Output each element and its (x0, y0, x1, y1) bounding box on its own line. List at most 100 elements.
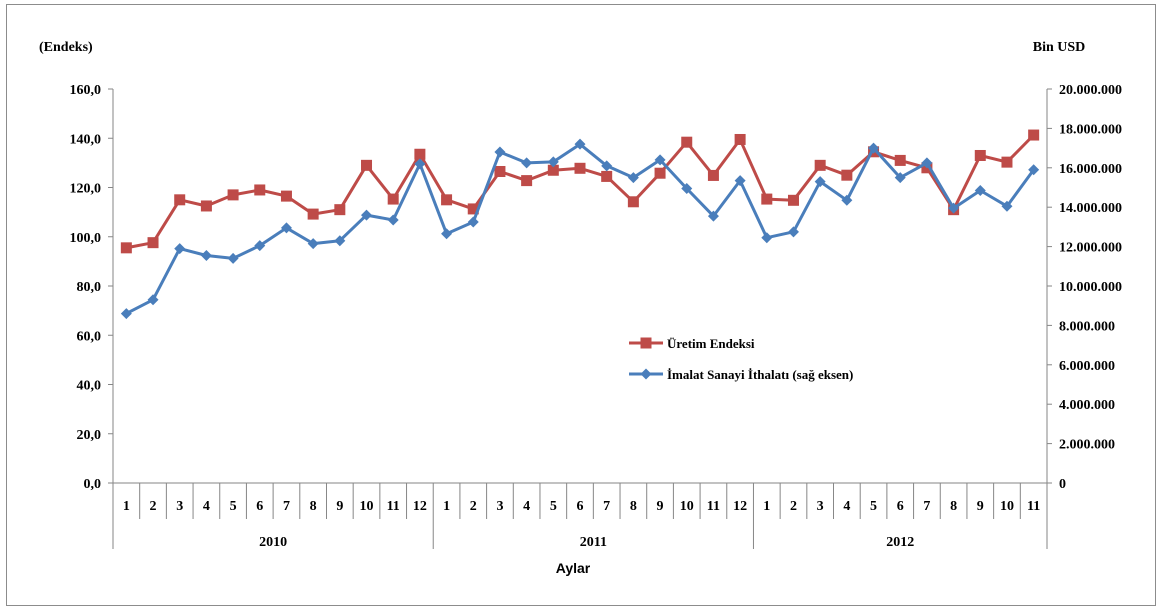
data-point-ithalat (1001, 200, 1013, 212)
data-point-ithalat (254, 240, 266, 252)
data-point-ithalat (387, 214, 399, 226)
right-tick-label: 12.000.000 (1059, 241, 1122, 256)
data-point-ithalat (868, 142, 880, 154)
data-point-uretim (601, 170, 613, 182)
month-label: 7 (603, 499, 610, 514)
data-point-ithalat (441, 228, 453, 240)
data-point-ithalat (681, 182, 693, 194)
data-point-ithalat (574, 138, 586, 150)
data-point-uretim (414, 148, 426, 160)
legend-label-ithalat: İmalat Sanayi İthalatı (sağ eksen) (667, 367, 853, 382)
month-label: 6 (577, 499, 584, 514)
series-layer (120, 129, 1040, 320)
data-point-ithalat (361, 209, 373, 221)
month-label: 3 (176, 499, 183, 514)
data-point-uretim (467, 203, 479, 215)
data-point-ithalat (280, 222, 292, 234)
data-point-ithalat (334, 235, 346, 247)
data-point-uretim (894, 154, 906, 166)
left-tick-label: 100,0 (70, 231, 102, 246)
data-point-uretim (654, 167, 666, 179)
data-point-ithalat (467, 216, 479, 228)
data-point-ithalat (1028, 164, 1040, 176)
month-label: 12 (733, 499, 747, 514)
right-axis-title: Bin USD (1033, 40, 1086, 55)
month-label: 8 (950, 499, 957, 514)
month-label: 1 (443, 499, 450, 514)
data-point-uretim (334, 204, 346, 216)
data-point-uretim (254, 184, 266, 196)
month-label: 2 (150, 499, 157, 514)
right-tick-label: 10.000.000 (1059, 280, 1122, 295)
legend-item-uretim: Üretim Endeksi (629, 336, 755, 351)
data-point-uretim (1028, 129, 1040, 141)
month-label: 4 (843, 499, 850, 514)
data-point-ithalat (547, 156, 559, 168)
chart-svg: (Endeks) Bin USD Aylar 0,020,040,060,080… (39, 40, 1122, 576)
data-point-uretim (547, 164, 559, 176)
left-tick-label: 140,0 (70, 132, 102, 147)
data-point-ithalat (601, 160, 613, 172)
data-point-ithalat (894, 172, 906, 184)
month-label: 10 (1000, 499, 1014, 514)
month-label: 3 (496, 499, 503, 514)
month-label: 2 (790, 499, 797, 514)
data-point-ithalat (227, 252, 239, 264)
month-label: 2 (470, 499, 477, 514)
month-label: 11 (1027, 499, 1040, 514)
month-label: 8 (310, 499, 317, 514)
data-point-ithalat (787, 226, 799, 238)
chart-frame: (Endeks) Bin USD Aylar 0,0 20,0 40,0 60,0 80… (6, 4, 1156, 606)
data-point-ithalat (521, 157, 533, 169)
month-label: 4 (203, 499, 210, 514)
right-tick-label: 6.000.000 (1059, 359, 1115, 374)
month-label: 5 (870, 499, 877, 514)
right-tick-label: 14.000.000 (1059, 201, 1122, 216)
data-point-uretim (227, 189, 239, 201)
right-tick-label: 20.000.000 (1059, 83, 1122, 98)
data-point-ithalat (948, 202, 960, 214)
right-tick-label: 8.000.000 (1059, 319, 1115, 334)
data-point-uretim (814, 159, 826, 171)
data-point-uretim (147, 237, 159, 249)
data-point-uretim (627, 196, 639, 208)
data-point-uretim (841, 169, 853, 181)
data-point-ithalat (307, 238, 319, 250)
month-label: 3 (817, 499, 824, 514)
data-point-uretim (787, 194, 799, 206)
data-point-ithalat (921, 157, 933, 169)
left-tick-label: 120,0 (70, 182, 102, 197)
data-point-uretim (521, 175, 533, 187)
month-label: 6 (256, 499, 263, 514)
left-tick-label: 60,0 (77, 329, 102, 344)
data-point-uretim (707, 169, 719, 181)
data-point-ithalat (841, 194, 853, 206)
data-point-uretim (761, 193, 773, 205)
data-point-ithalat (147, 294, 159, 306)
left-tick-label: 80,0 (77, 280, 102, 295)
data-point-uretim (174, 194, 186, 206)
month-label: 1 (123, 499, 130, 514)
data-point-uretim (574, 162, 586, 174)
data-point-ithalat (654, 154, 666, 166)
data-point-ithalat (120, 308, 132, 320)
data-point-ithalat (761, 232, 773, 244)
data-point-ithalat (414, 158, 426, 170)
data-point-ithalat (707, 210, 719, 222)
right-tick-label: 0 (1059, 477, 1066, 492)
data-point-ithalat (814, 176, 826, 188)
month-label: 1 (763, 499, 770, 514)
legend: Üretim Endeksi İmalat Sanayi İthalatı (s… (629, 336, 853, 382)
left-tick-label: 160,0 (70, 83, 102, 98)
month-label: 12 (413, 499, 427, 514)
data-point-uretim (120, 242, 132, 254)
data-point-ithalat (200, 249, 212, 261)
month-label: 8 (630, 499, 637, 514)
month-label: 6 (897, 499, 904, 514)
year-label: 2012 (886, 535, 914, 550)
data-point-uretim (307, 208, 319, 220)
right-tick-label: 2.000.000 (1059, 438, 1115, 453)
data-point-ithalat (494, 146, 506, 158)
month-label: 4 (523, 499, 530, 514)
data-point-uretim (441, 194, 453, 206)
